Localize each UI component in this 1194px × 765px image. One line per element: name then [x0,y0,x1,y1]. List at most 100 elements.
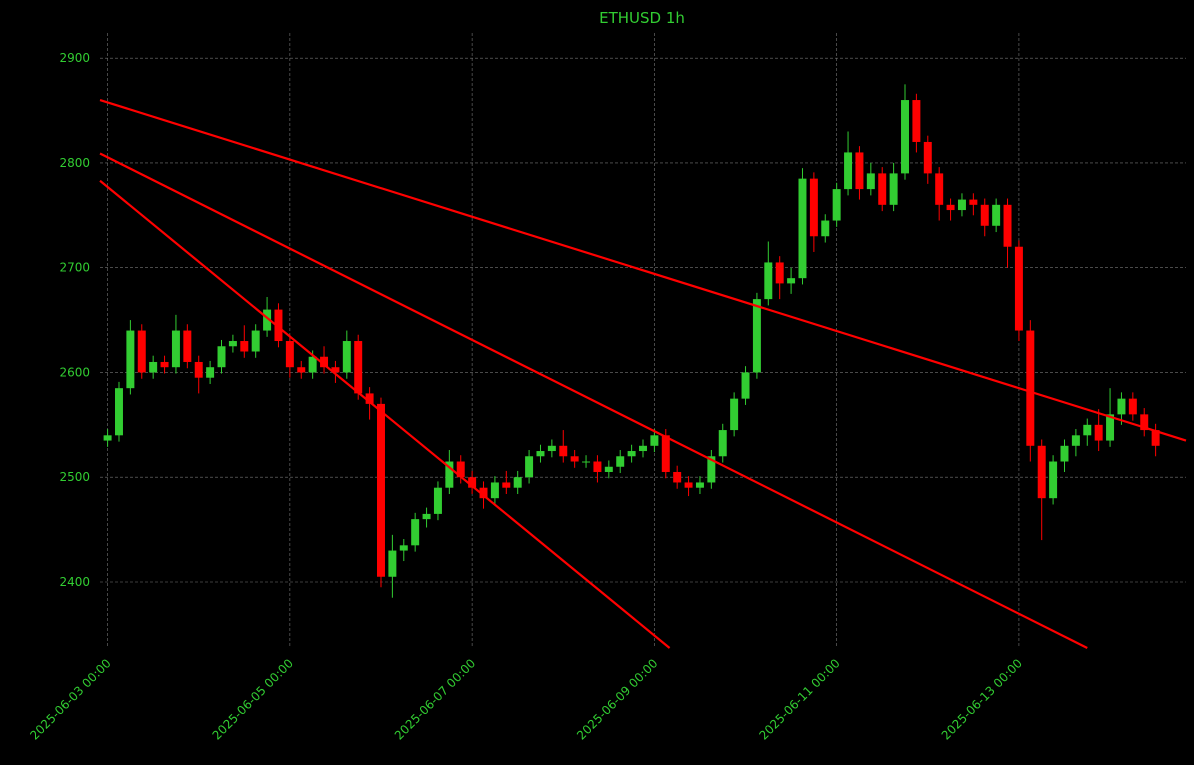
candle-body [969,199,978,205]
candle-body [901,100,909,174]
x-tick-label: 2025-06-09 00:00 [574,656,660,742]
candle-body [718,430,727,457]
candle-body [980,204,989,226]
candle-body [889,173,898,205]
candle-body [320,356,329,368]
candle-body [536,451,545,457]
candle-body [923,141,932,174]
candle-body [137,330,146,373]
y-tick-label: 2900 [59,51,90,65]
candle-body [1037,445,1046,499]
candle-body [707,456,716,483]
trend-line [99,152,1088,649]
candle-body [935,173,944,205]
candle-body [616,456,625,467]
candle-body [525,456,534,478]
candle-body [502,482,511,488]
y-tick-label: 2700 [59,261,90,275]
candle-body [809,178,818,237]
candle-body [388,550,397,577]
candle-body [1060,445,1069,462]
candle-body [1106,414,1115,441]
candle-body [559,445,568,457]
candle-body [673,471,682,483]
candle-body [149,361,158,373]
candle-body [126,330,135,389]
trend-line [99,99,1187,442]
candle-body [684,482,693,488]
candle-body [171,330,180,368]
candle-body [354,341,363,394]
candle-body [912,100,921,142]
candle-body [593,461,602,472]
candle-body [1140,414,1149,431]
y-tick-label: 2800 [59,156,90,170]
x-tick-label: 2025-06-13 00:00 [939,656,1025,742]
candle-body [1094,424,1103,441]
candle-body [342,341,351,373]
candle-body [422,513,431,520]
candle-body [399,545,408,551]
x-tick-label: 2025-06-11 00:00 [756,656,842,742]
candle-body [377,403,385,577]
candle-body [445,461,454,488]
candle-body [752,299,761,373]
candle-body [832,189,841,221]
candle-body [604,466,613,472]
candle-body [866,173,875,190]
candle-body [479,487,488,499]
candle-body [639,445,647,452]
candle-body [730,398,739,431]
candle-body [308,356,317,373]
candle-body [821,220,830,237]
candle-body [878,173,887,205]
candle-body [183,330,192,362]
candle-body [946,204,955,211]
candle-body [1151,430,1160,446]
candle-body [650,435,659,446]
x-tick-label: 2025-06-03 00:00 [27,656,113,742]
candle-body [194,361,203,378]
candle-body [627,451,636,457]
candle-body [570,456,579,462]
candle-body [365,393,374,404]
candle-body [411,519,420,546]
candle-body [1071,435,1080,446]
trend-line [99,179,671,649]
y-tick-label: 2600 [59,365,90,379]
candle-body [206,367,215,378]
candle-body [855,152,864,190]
candle-body [1049,461,1058,499]
candle-body [764,262,773,300]
candle-body [240,341,249,352]
candle-body [160,361,169,368]
candle-body [103,435,112,441]
candle-body [228,341,237,347]
candle-body [547,445,556,452]
y-tick-label: 2400 [59,575,90,589]
candle-body [695,482,704,488]
x-tick-label: 2025-06-07 00:00 [392,656,478,742]
candle-body [992,204,1001,226]
candle-body [274,309,283,342]
candle-body [468,477,477,488]
candle-body [1003,204,1012,247]
candle-body [251,330,260,352]
candle-body [775,262,784,284]
candle-body [582,461,591,463]
candle-body [285,341,294,368]
candle-body [1083,424,1092,436]
candle-body [1117,398,1126,415]
candle-body [331,367,340,373]
candle-body [787,278,796,284]
candle-body [513,477,522,488]
chart-title: ETHUSD 1h [599,9,685,27]
y-tick-label: 2500 [59,470,90,484]
candle-body [490,482,499,499]
candle-body [1128,398,1137,415]
candle-body [1026,330,1035,446]
candle-body [798,178,807,279]
candle-body [297,367,306,373]
candle-body [217,346,226,368]
